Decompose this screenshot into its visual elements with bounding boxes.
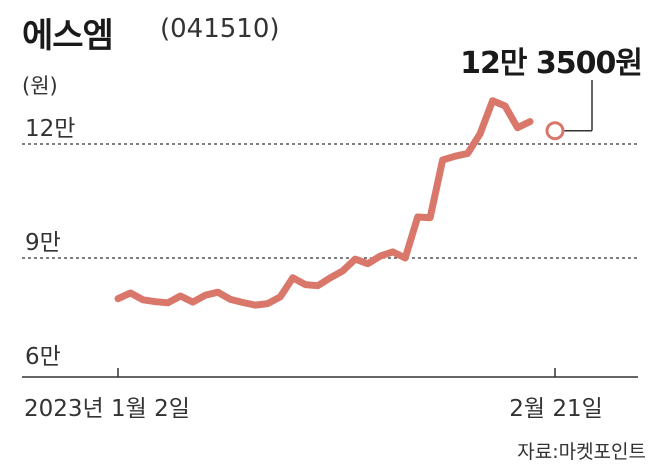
y-tick-label: 6만 — [25, 344, 61, 370]
current-price-marker — [545, 121, 565, 141]
source-label: 자료:마켓포인트 — [517, 441, 646, 463]
price-line — [114, 97, 534, 309]
y-tick-label: 12만 — [25, 116, 75, 142]
x-tick-label-start: 2023년 1월 2일 — [24, 396, 190, 422]
stock-code: (041510) — [160, 14, 280, 44]
x-tick-label-end: 2월 21일 — [509, 396, 603, 422]
y-tick-label: 9만 — [25, 230, 61, 256]
y-unit-label: (원) — [22, 74, 58, 98]
chart-title: 에스엠 — [22, 16, 114, 56]
current-price-label: 12만 3500원 — [460, 46, 642, 81]
